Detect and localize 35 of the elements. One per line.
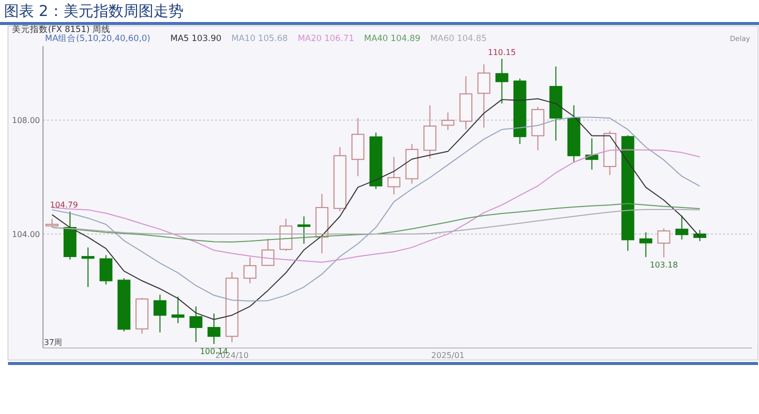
candlestick (693, 230, 706, 242)
text: MA5 103.90 (170, 34, 222, 44)
candlestick (172, 296, 184, 324)
text: MA10 105.68 (231, 34, 288, 44)
candlestick (100, 254, 112, 285)
text: MA60 104.85 (430, 34, 487, 44)
x-tick-label: 2025/01 (431, 351, 465, 360)
line-series (51, 116, 700, 302)
candlestick (495, 58, 508, 104)
candlestick (387, 156, 400, 195)
candlestick (675, 215, 688, 240)
candlestick (297, 216, 310, 244)
candlestick (657, 228, 670, 258)
chart-subtitle: 美元指数(FX 8151) 周线 (12, 24, 110, 35)
candlestick (208, 313, 220, 345)
y-tick-label: 104.00 (12, 230, 40, 240)
y-tick-label: 108.00 (12, 116, 40, 126)
candlestick (585, 138, 598, 170)
annotation: 104.79 (50, 200, 78, 210)
candlestick (262, 238, 274, 266)
candlestick (190, 306, 202, 343)
candlestick (244, 256, 256, 284)
candlestick (639, 232, 652, 258)
annotation: 110.15 (488, 48, 516, 57)
candlestick (477, 64, 490, 128)
candlestick (154, 294, 166, 333)
text: MA20 106.71 (298, 34, 354, 44)
annotation: 103.18 (650, 260, 678, 270)
text: MA40 104.89 (364, 34, 420, 44)
annotation: 37周 (44, 338, 62, 347)
candlestick (82, 246, 94, 288)
chart-title: 图表 2：美元指数周图走势 (4, 2, 184, 20)
candlestick (441, 112, 454, 131)
candlestick (279, 218, 292, 252)
legend-title: MA组合(5,10,20,40,60,0) (45, 33, 150, 44)
